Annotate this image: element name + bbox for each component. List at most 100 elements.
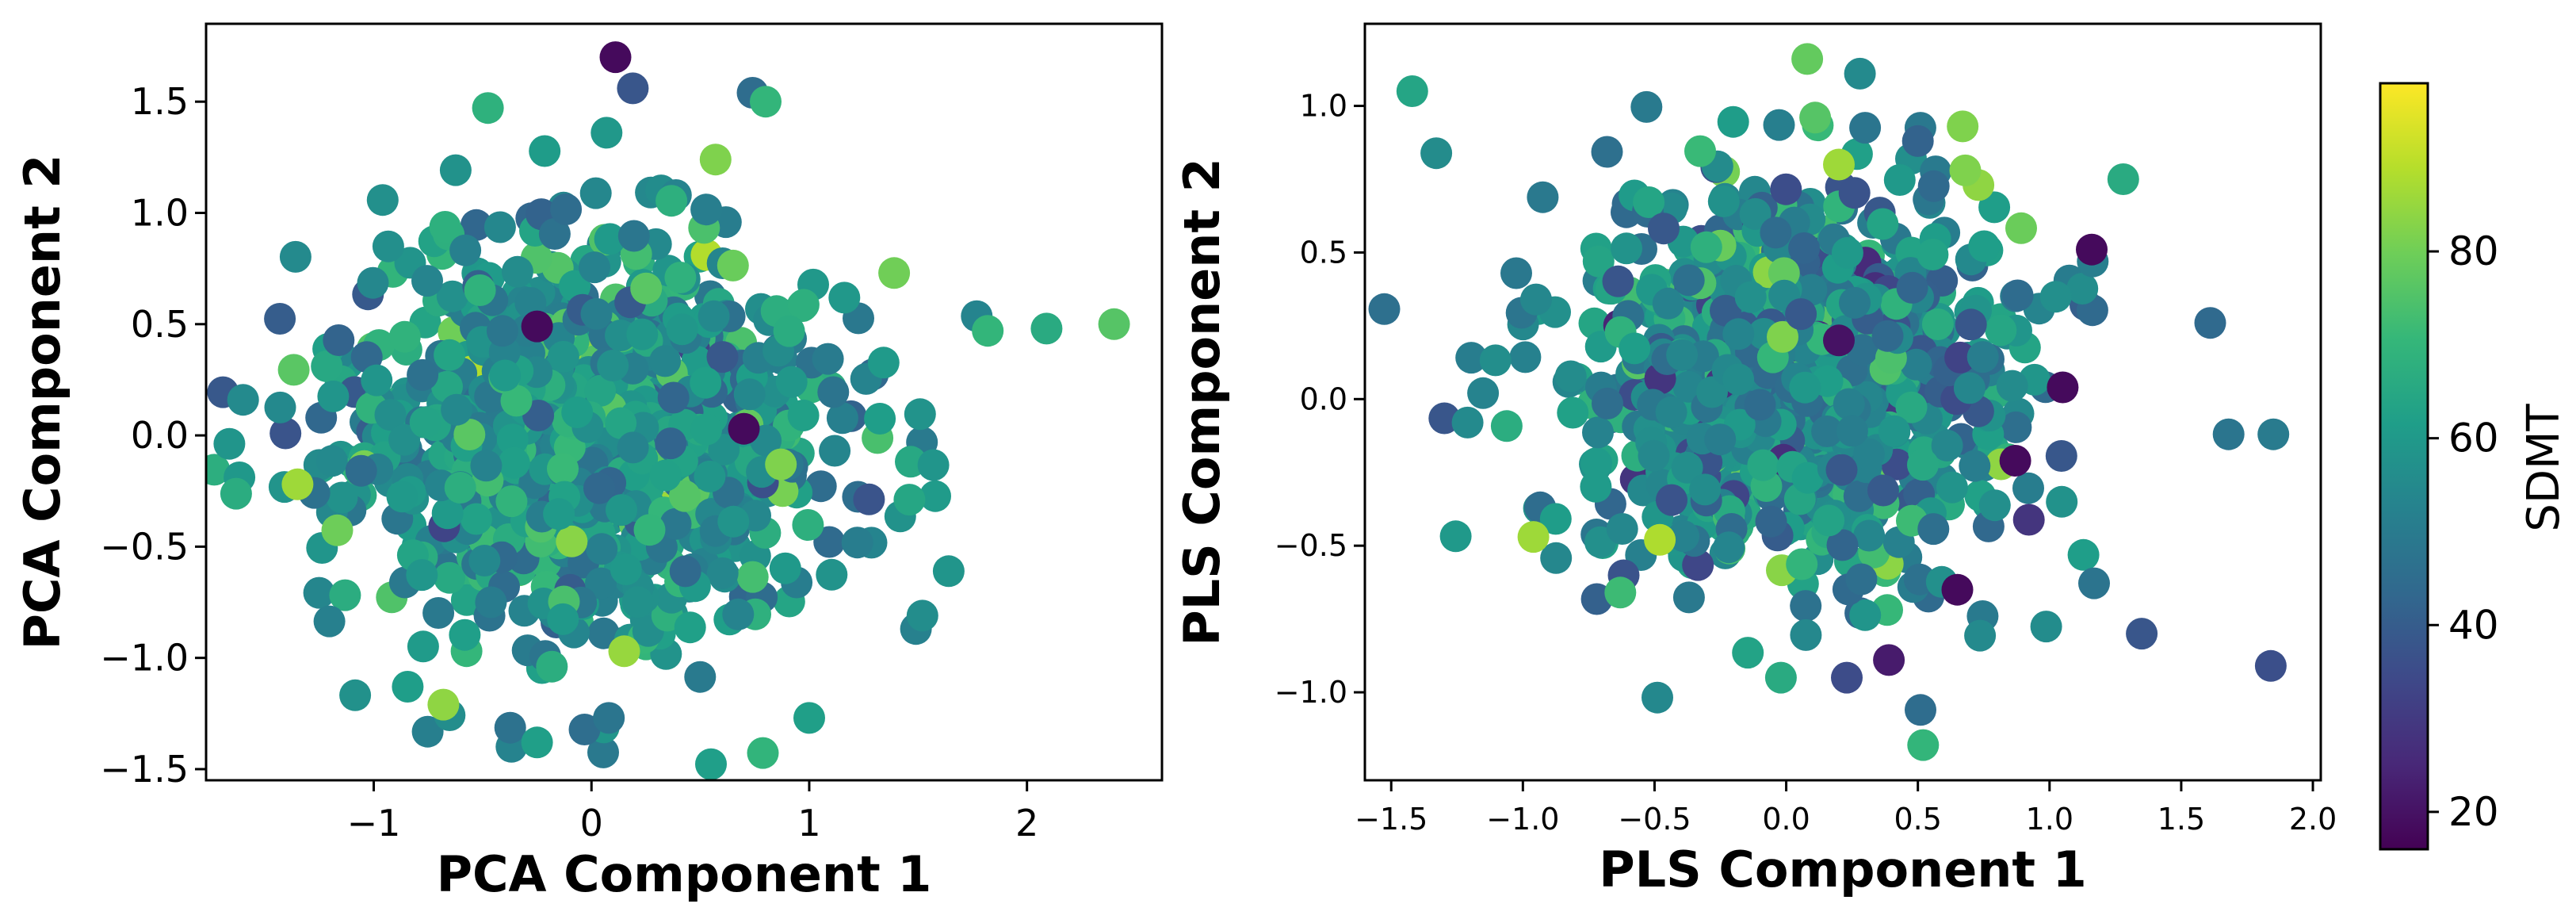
pls-point: [1764, 661, 1797, 694]
pca-point: [626, 318, 659, 350]
pca-point: [471, 779, 482, 780]
pca-point: [655, 427, 687, 460]
pls-point: [1849, 599, 1882, 631]
pca-plot-frame: [204, 22, 1164, 782]
pca-point: [674, 611, 706, 644]
pca-point: [775, 366, 808, 398]
pca-y-tick-label: −1.5: [100, 748, 189, 791]
pls-point: [1666, 339, 1699, 371]
pca-point: [550, 193, 583, 225]
pca-point: [699, 144, 732, 176]
pca-point: [407, 630, 439, 663]
pca-point: [326, 481, 358, 514]
pca-point: [388, 320, 421, 353]
pca-point: [633, 514, 666, 546]
pls-point: [1638, 439, 1670, 472]
pls-point: [1917, 170, 1950, 202]
pca-point: [547, 340, 579, 373]
pls-point: [1606, 513, 1638, 545]
pls-point: [2254, 649, 2287, 682]
pls-point: [1947, 110, 1979, 143]
pca-point: [917, 449, 950, 481]
pca-point: [321, 514, 354, 546]
pls-point: [1722, 318, 1755, 350]
pca-point: [669, 480, 701, 512]
pls-point: [1467, 377, 1500, 409]
pca-point: [867, 347, 900, 379]
pls-point: [1901, 124, 1934, 157]
pca-point: [819, 435, 851, 467]
pls-point: [2005, 212, 2037, 244]
pls-point: [2212, 418, 2245, 450]
pls-point: [1747, 449, 1779, 481]
pca-point: [690, 193, 723, 226]
pls-y-ticks: −1.0 −0.5 0.0 0.5 1.0: [1275, 89, 1365, 710]
pls-y-tick-label: 0.5: [1300, 235, 1347, 270]
pls-point: [1717, 105, 1749, 138]
pls-point: [1831, 236, 1863, 269]
pca-point: [585, 567, 617, 599]
pca-point: [313, 605, 346, 638]
pls-point: [1959, 450, 1991, 482]
pca-point: [617, 220, 650, 252]
pls-point: [1655, 396, 1687, 428]
pls-point: [1966, 341, 1999, 373]
pls-point: [1867, 208, 1899, 240]
pls-point: [1439, 520, 1472, 553]
colorbar-gradient: [2379, 82, 2429, 851]
pls-point: [2045, 440, 2077, 472]
pca-point: [529, 135, 561, 167]
pca-point: [972, 315, 1004, 347]
pca-point: [568, 714, 601, 745]
pca-point: [264, 391, 296, 423]
pls-point: [1999, 445, 2031, 477]
pca-point: [878, 257, 911, 289]
pca-point: [690, 413, 723, 446]
pca-point: [605, 407, 637, 439]
pca-point: [453, 419, 486, 450]
pls-point: [2030, 611, 2062, 643]
pls-point: [1953, 372, 1986, 404]
colorbar-tick-label: 20: [2448, 789, 2499, 835]
pls-point: [1789, 371, 1821, 404]
pca-point: [386, 481, 419, 513]
pls-point: [1853, 438, 1885, 470]
pca-point: [659, 507, 692, 540]
pls-point: [2067, 538, 2100, 571]
pls-point: [1871, 320, 1904, 352]
pca-point: [750, 86, 782, 118]
pls-point: [1557, 396, 1589, 429]
pls-x-tick-label: 1.5: [2157, 802, 2205, 837]
pca-point: [812, 343, 844, 375]
pca-point: [561, 396, 594, 428]
pls-point: [1689, 473, 1722, 506]
pca-point: [1030, 312, 1063, 345]
pls-point: [1791, 43, 1824, 75]
pca-point: [747, 737, 779, 769]
pca-point: [698, 300, 730, 332]
pls-point: [1652, 287, 1684, 320]
pls-point: [1853, 519, 1886, 552]
pca-point: [449, 234, 482, 266]
pls-point: [1642, 681, 1673, 714]
pca-point: [277, 354, 310, 386]
pls-point: [1964, 619, 1997, 652]
pca-point: [468, 545, 501, 576]
pca-point: [427, 688, 460, 721]
pls-point: [2012, 504, 2045, 536]
pca-point: [584, 374, 617, 407]
pls-point: [1799, 101, 1832, 134]
pls-point: [1582, 245, 1615, 278]
pls-point: [1907, 449, 1939, 481]
pls-point: [1734, 281, 1767, 313]
pca-x-tick-label: 1: [797, 802, 820, 844]
pls-point: [1790, 619, 1822, 651]
pls-point: [1790, 590, 1822, 622]
pca-point: [213, 427, 246, 460]
pca-point: [817, 376, 850, 408]
pca-point: [853, 483, 885, 515]
pls-point: [2066, 273, 2099, 304]
pca-point: [429, 211, 461, 243]
pls-point: [1825, 454, 1858, 486]
pls-y-axis-title: PLS Component 2: [1173, 158, 1231, 646]
